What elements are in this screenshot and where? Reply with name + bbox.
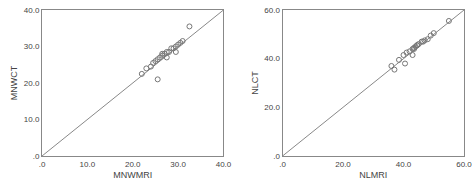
svg-text:40.0: 40.0 xyxy=(264,54,280,63)
svg-text:NLCT: NLCT xyxy=(250,71,260,95)
svg-text:MNWMRI: MNWMRI xyxy=(113,170,152,180)
svg-text:40.0: 40.0 xyxy=(216,160,232,169)
svg-text:.0: .0 xyxy=(39,160,46,169)
svg-text:40.0: 40.0 xyxy=(24,6,40,15)
svg-text:20.0: 20.0 xyxy=(24,79,40,88)
svg-text:10.0: 10.0 xyxy=(80,160,96,169)
svg-text:.0: .0 xyxy=(279,160,286,169)
svg-text:20.0: 20.0 xyxy=(335,160,351,169)
svg-text:20.0: 20.0 xyxy=(264,103,280,112)
svg-text:60.0: 60.0 xyxy=(456,160,472,169)
svg-text:MNWCT: MNWCT xyxy=(9,65,19,100)
svg-text:NLMRI: NLMRI xyxy=(359,170,387,180)
svg-text:30.0: 30.0 xyxy=(24,42,40,51)
svg-text:30.0: 30.0 xyxy=(170,160,186,169)
svg-text:.0: .0 xyxy=(273,152,280,161)
svg-text:60.0: 60.0 xyxy=(264,6,280,15)
svg-text:10.0: 10.0 xyxy=(24,115,40,124)
svg-text:.0: .0 xyxy=(33,152,40,161)
svg-text:40.0: 40.0 xyxy=(396,160,412,169)
svg-text:20.0: 20.0 xyxy=(125,160,141,169)
